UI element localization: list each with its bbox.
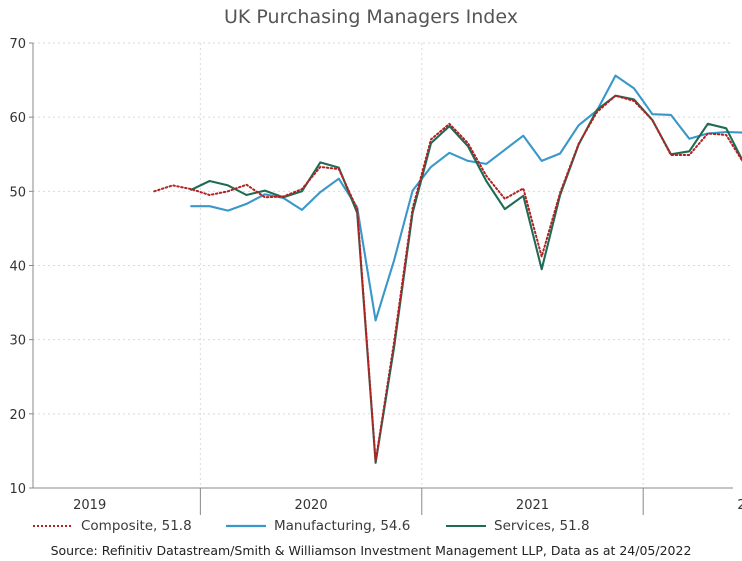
y-tick-label-60: 60 xyxy=(9,111,26,126)
legend-swatch-composite xyxy=(33,525,73,527)
legend-label-services: Services, 51.8 xyxy=(494,518,590,534)
legend-item-manufacturing: Manufacturing, 54.6 xyxy=(226,518,410,534)
y-tick-label-50: 50 xyxy=(9,185,26,200)
source-note: Source: Refinitiv Datastream/Smith & Wil… xyxy=(50,543,692,558)
tick-labels: 10 20 30 40 50 60 70 2019 2020 2021 2022 xyxy=(9,37,742,513)
legend-item-composite: Composite, 51.8 xyxy=(33,518,192,534)
legend-item-services: Services, 51.8 xyxy=(446,518,590,534)
legend-swatch-services xyxy=(446,525,486,527)
legend: Composite, 51.8 Manufacturing, 54.6 Serv… xyxy=(0,518,742,538)
y-tick-label-30: 30 xyxy=(9,334,26,349)
series-line-services xyxy=(190,94,742,464)
x-tick-label-2019: 2019 xyxy=(73,498,106,513)
legend-label-composite: Composite, 51.8 xyxy=(81,518,192,534)
legend-swatch-manufacturing xyxy=(226,524,266,528)
legend-label-manufacturing: Manufacturing, 54.6 xyxy=(274,518,411,534)
series-line-composite xyxy=(153,94,742,463)
axes xyxy=(29,42,733,515)
y-tick-label-40: 40 xyxy=(9,260,26,275)
y-tick-label-20: 20 xyxy=(9,408,26,423)
y-tick-label-70: 70 xyxy=(9,37,26,52)
series-line-manufacturing xyxy=(190,74,742,322)
x-tick-label-2022: 2022 xyxy=(737,498,742,513)
x-tick-label-2021: 2021 xyxy=(516,498,549,513)
chart-title: UK Purchasing Managers Index xyxy=(224,6,518,28)
x-tick-label-2020: 2020 xyxy=(295,498,328,513)
series-lines xyxy=(153,74,742,464)
y-tick-label-10: 10 xyxy=(9,482,26,497)
